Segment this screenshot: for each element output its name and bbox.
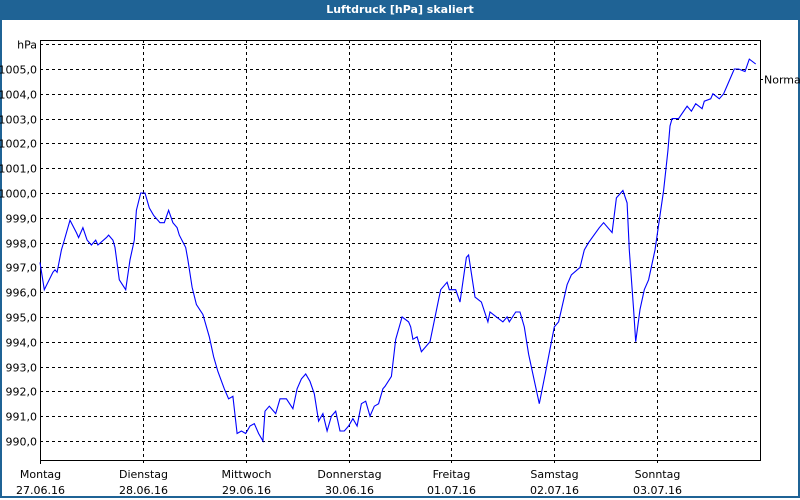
y-tick-label: 992,0 bbox=[6, 386, 38, 399]
window-title: Luftdruck [hPa] skaliert bbox=[0, 0, 800, 20]
y-tick-label: 1005,0 bbox=[0, 64, 37, 77]
x-tick-date: 30.06.16 bbox=[325, 484, 374, 497]
y-tick-label: 998,0 bbox=[6, 238, 38, 251]
y-tick-label: 996,0 bbox=[6, 287, 38, 300]
x-tick-date: 01.07.16 bbox=[427, 484, 476, 497]
y-tick-label: 1001,0 bbox=[0, 163, 37, 176]
y-tick-label: 990,0 bbox=[6, 436, 38, 449]
x-tick-date: 03.07.16 bbox=[633, 484, 682, 497]
normal-label: Normal bbox=[764, 74, 800, 87]
pressure-line bbox=[39, 58, 757, 443]
x-tick-day: Donnerstag bbox=[317, 468, 381, 481]
y-axis-unit: hPa bbox=[17, 39, 37, 52]
x-tick-day: Samstag bbox=[530, 468, 578, 481]
y-tick-label: 993,0 bbox=[6, 362, 38, 375]
y-tick-label: 999,0 bbox=[6, 213, 38, 226]
x-tick-date: 02.07.16 bbox=[530, 484, 579, 497]
y-tick-label: 1003,0 bbox=[0, 114, 37, 127]
y-tick-label: 1002,0 bbox=[0, 138, 37, 151]
x-tick-date: 28.06.16 bbox=[119, 484, 168, 497]
y-tick-label: 997,0 bbox=[6, 262, 38, 275]
y-tick-label: 1000,0 bbox=[0, 188, 37, 201]
x-tick-day: Dienstag bbox=[119, 468, 168, 481]
x-tick-day: Sonntag bbox=[635, 468, 681, 481]
x-tick-day: Freitag bbox=[433, 468, 471, 481]
y-tick-label: 1004,0 bbox=[0, 89, 37, 102]
x-tick-day: Mittwoch bbox=[222, 468, 272, 481]
x-tick-date: 27.06.16 bbox=[16, 484, 65, 497]
x-tick-date: 29.06.16 bbox=[222, 484, 271, 497]
y-tick-label: 991,0 bbox=[6, 411, 38, 424]
y-tick-label: 994,0 bbox=[6, 337, 38, 350]
y-tick-label: 995,0 bbox=[6, 312, 38, 325]
x-tick-day: Montag bbox=[20, 468, 61, 481]
